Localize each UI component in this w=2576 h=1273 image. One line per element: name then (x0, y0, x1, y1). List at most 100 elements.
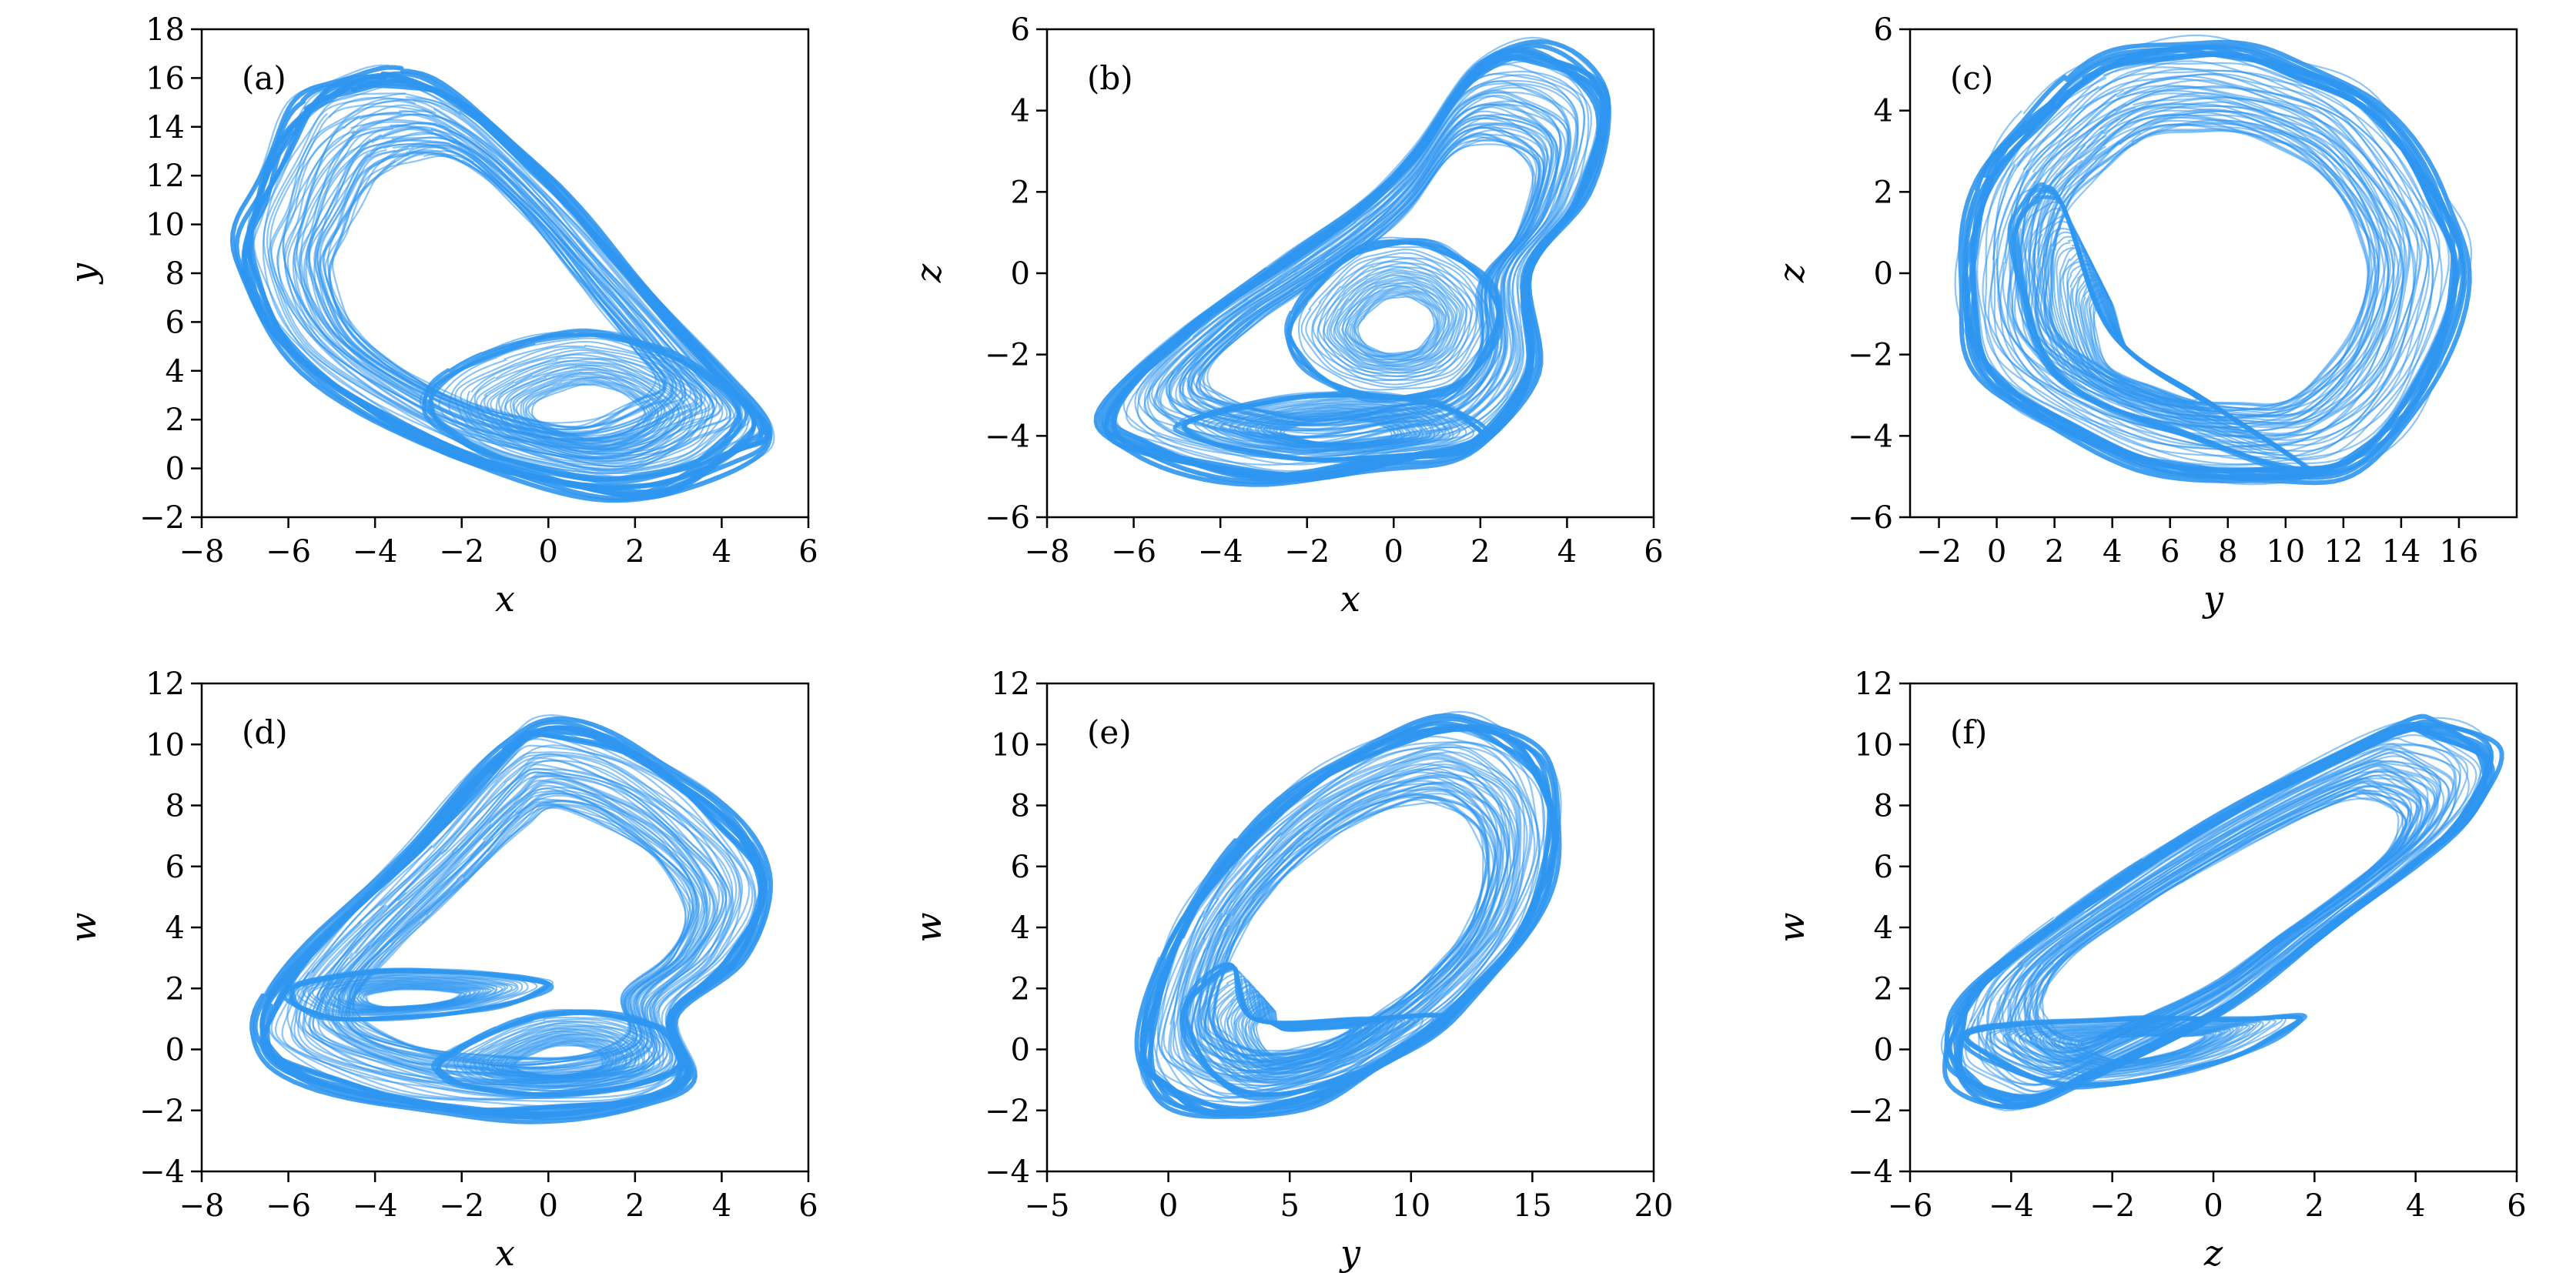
x-tick-label: 12 (2323, 534, 2363, 570)
x-tick-label: 8 (2218, 534, 2237, 570)
trajectory-inner-line (500, 1037, 618, 1079)
panel-a: −8 −6 −4 −2 0 2 4 6 −2 0 2 4 6 8 10 12 14 16 18 x y (a) (62, 12, 818, 620)
y-tick-label: 0 (166, 452, 185, 487)
trajectory-inner-line (1330, 272, 1460, 369)
trajectory-inner-rim (1287, 240, 1500, 399)
trajectory-line (1173, 748, 1525, 1087)
x-tick-label: −4 (1198, 534, 1243, 570)
trajectory-inner-line (1351, 290, 1440, 357)
x-tick-label: 20 (1634, 1188, 1674, 1224)
y-axis-label: w (908, 912, 949, 942)
x-tick-label: −6 (1888, 1188, 1933, 1224)
panel-label: (b) (1087, 59, 1133, 97)
y-tick-label: 2 (166, 971, 185, 1007)
trajectory-line (1954, 34, 2472, 486)
y-tick-label: 8 (1874, 789, 1893, 824)
trajectory-inner-line (473, 353, 698, 459)
trajectory-line (1169, 746, 1531, 1092)
y-tick-label: 4 (166, 354, 185, 389)
x-tick-label: −2 (1916, 534, 1962, 570)
x-tick-label: 14 (2381, 534, 2420, 570)
trajectory-rim (1134, 713, 1562, 1119)
panel-e: −5 0 5 10 15 20 −4 −2 0 2 4 6 8 10 12 y w (e) (908, 667, 1673, 1273)
y-tick-label: 0 (1011, 256, 1030, 292)
trajectory-rim (1109, 53, 1601, 478)
trajectory-rim (1970, 52, 2457, 473)
y-tick-label: 2 (1011, 175, 1030, 210)
y-tick-label: −4 (985, 419, 1030, 454)
x-tick-label: 0 (539, 1188, 558, 1224)
x-tick-label: 4 (1557, 534, 1577, 570)
y-tick-label: 10 (146, 208, 185, 243)
panel-label: (f) (1950, 713, 1987, 751)
trajectory-line (1195, 781, 1504, 1068)
trajectory-line (2009, 85, 2417, 437)
x-tick-label: 4 (2406, 1188, 2425, 1224)
trajectory-inner-line (480, 358, 692, 457)
trajectory-inner-line (454, 345, 715, 467)
trajectory-line (1984, 62, 2443, 460)
trajectory-inner-line (487, 363, 684, 455)
y-tick-label: 6 (166, 850, 185, 885)
y-tick-label: 0 (1874, 256, 1893, 292)
x-tick-label: −2 (439, 1188, 484, 1224)
trajectory-line (2039, 797, 2400, 1043)
trajectory-inner-line (1347, 287, 1445, 360)
trajectory-inner-line (527, 383, 647, 439)
y-tick-label: −2 (985, 1094, 1030, 1129)
y-tick-label: 2 (1874, 175, 1893, 210)
trajectory-line (1168, 743, 1534, 1094)
x-tick-label: 6 (2160, 534, 2180, 570)
x-tick-label: 16 (2439, 534, 2478, 570)
y-tick-label: 8 (166, 789, 185, 824)
y-tick-label: −4 (1848, 419, 1893, 454)
trajectory-inner-line (366, 988, 461, 1008)
panel-label: (a) (242, 59, 286, 97)
trajectory-inner-line (1316, 261, 1474, 378)
trajectory-inner-line (307, 972, 524, 1015)
trajectory-inner-line (510, 372, 665, 446)
trajectory-line (1206, 143, 1534, 416)
trajectory-inner-line (1300, 249, 1488, 389)
panel-label: (c) (1950, 59, 1993, 97)
attractor-trajectory (1954, 34, 2472, 486)
trajectory-rim (230, 65, 773, 503)
x-axis-label: y (1339, 1232, 1361, 1273)
trajectory-inner-line (1229, 403, 1444, 451)
x-tick-label: −4 (1989, 1188, 2034, 1224)
x-tick-label: 0 (1159, 1188, 1178, 1224)
trajectory-inner-line (453, 1017, 664, 1089)
trajectory-inner-line (1349, 289, 1443, 359)
x-tick-label: 2 (2045, 534, 2064, 570)
y-tick-label: 10 (146, 727, 185, 763)
x-axis-label: x (495, 1232, 515, 1273)
trajectory-inner-line (1355, 294, 1437, 356)
y-tick-label: 4 (1874, 910, 1893, 946)
trajectory-rim (1957, 727, 2489, 1099)
y-tick-label: 12 (146, 667, 185, 702)
x-tick-label: −8 (179, 534, 225, 570)
panel-d: −8 −6 −4 −2 0 2 4 6 −4 −2 0 2 4 6 8 10 12 x w (d) (62, 667, 818, 1273)
x-tick-label: 0 (539, 534, 558, 570)
trajectory-line (1212, 801, 1487, 1054)
x-tick-label: 2 (625, 1188, 644, 1224)
x-tick-label: 0 (1384, 534, 1403, 570)
trajectory-inner-line (483, 360, 686, 455)
y-tick-label: 8 (166, 256, 185, 292)
trajectory-inner-line (467, 349, 707, 464)
y-tick-label: 12 (1854, 667, 1893, 702)
x-axis-label: x (1340, 578, 1360, 620)
x-tick-label: 15 (1513, 1188, 1552, 1224)
x-axis-label: z (2203, 1232, 2223, 1273)
y-tick-label: −2 (985, 338, 1030, 373)
y-tick-label: 16 (146, 61, 185, 96)
trajectory-inner-line (476, 356, 694, 458)
y-tick-label: 4 (166, 910, 185, 946)
trajectory-line (1176, 752, 1522, 1084)
attractor-trajectory (1134, 710, 1562, 1119)
attractor-trajectory (229, 64, 775, 503)
x-tick-label: −8 (1025, 534, 1070, 570)
